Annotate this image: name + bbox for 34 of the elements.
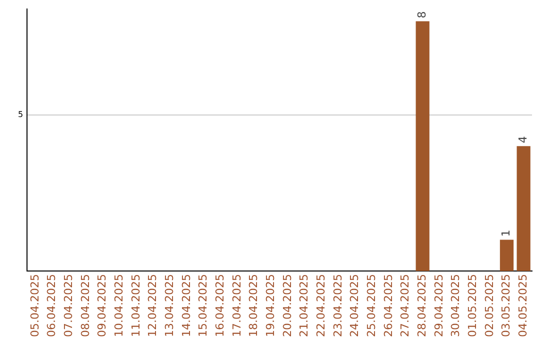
x-tick-label: 02.05.2025 (482, 274, 496, 338)
x-tick-label: 25.04.2025 (364, 274, 378, 338)
x-tick-label: 11.04.2025 (129, 274, 142, 338)
x-tick-label: 13.04.2025 (163, 274, 176, 338)
x-tick-label: 01.05.2025 (466, 274, 479, 338)
x-tick-label: 27.04.2025 (398, 274, 412, 338)
x-tick-label: 15.04.2025 (196, 274, 210, 338)
x-tick-label: 26.04.2025 (382, 274, 395, 338)
data-label: 4 (516, 136, 530, 144)
x-tick-label: 17.04.2025 (230, 274, 244, 338)
x-tick-label: 23.04.2025 (331, 274, 344, 338)
x-tick-label: 04.05.2025 (516, 274, 530, 338)
data-label: 1 (500, 230, 513, 237)
data-label: 8 (415, 11, 428, 18)
x-tick-label: 16.04.2025 (214, 274, 226, 338)
x-tick-label: 14.04.2025 (180, 274, 193, 338)
x-tick-label: 05.04.2025 (28, 274, 42, 338)
x-tick-label: 20.04.2025 (280, 274, 294, 338)
x-tick-label: 30.04.2025 (449, 274, 462, 338)
x-tick-label: 06.04.2025 (45, 274, 58, 338)
x-tick-label: 03.05.2025 (500, 274, 513, 338)
x-tick-label: 10.04.2025 (112, 274, 126, 338)
x-tick-label: 24.04.2025 (348, 274, 362, 338)
x-tick-label: 21.04.2025 (298, 274, 311, 338)
x-tick-label: 08.04.2025 (78, 274, 92, 338)
x-tick-label: 22.04.2025 (314, 274, 328, 338)
x-tick-label: 28.04.2025 (415, 274, 428, 338)
x-tick-label: 09.04.2025 (96, 274, 109, 338)
x-tick-label: 07.04.2025 (62, 274, 76, 338)
x-tick-label: 18.04.2025 (247, 274, 260, 338)
x-tick-label: 19.04.2025 (264, 274, 277, 338)
x-tick-label: 12.04.2025 (146, 274, 160, 338)
x-tick-label: 29.04.2025 (432, 274, 446, 338)
y-tick-label: 5 (18, 110, 24, 120)
